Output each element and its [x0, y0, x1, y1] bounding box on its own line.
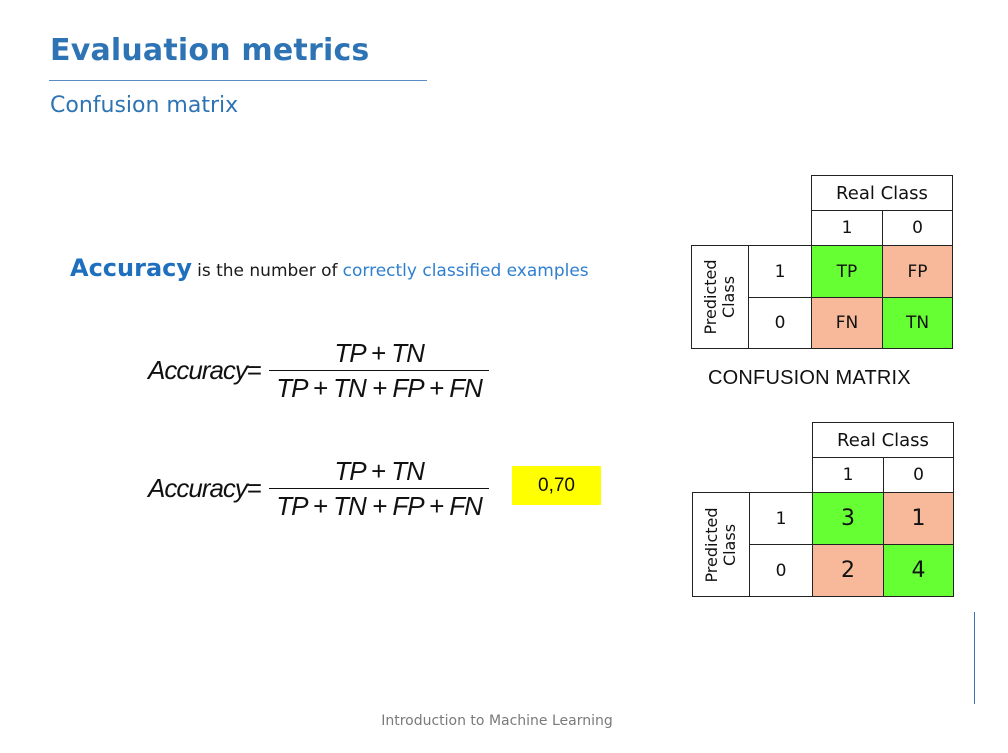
fraction-bar — [269, 370, 490, 371]
cell-tn-value: 4 — [883, 544, 954, 597]
footer-text: Introduction to Machine Learning — [381, 713, 613, 729]
predicted-label-1: 1 — [749, 492, 813, 545]
predicted-label-line2: Class — [719, 275, 738, 319]
slide-footer: Introduction to Machine Learning — [0, 713, 1008, 729]
formula-fraction: TP + TN TP + TN + FP + FN — [269, 456, 490, 521]
fraction-bar — [269, 488, 490, 489]
confusion-matrix-caption: CONFUSION MATRIX — [708, 367, 911, 389]
accuracy-definition: Accuracy is the number of correctly clas… — [70, 254, 589, 282]
definition-text: is the number of — [197, 261, 338, 281]
predicted-label-line1: Predicted — [702, 506, 721, 583]
real-label-0: 0 — [883, 457, 954, 493]
predicted-label-1: 1 — [748, 245, 812, 298]
accuracy-formula-example: Accuracy= TP + TN TP + TN + FP + FN — [148, 456, 490, 521]
predicted-class-label: Predicted Class — [701, 259, 738, 335]
real-label-0: 0 — [882, 210, 953, 246]
cell-tn: TN — [882, 297, 953, 349]
formula-denominator: TP + TN + FP + FN — [276, 373, 483, 403]
definition-term: Accuracy — [70, 254, 193, 282]
predicted-class-label: Predicted Class — [702, 506, 739, 583]
title-underline — [49, 80, 427, 81]
real-class-header: Real Class — [812, 422, 954, 458]
formula-numerator: TP + TN — [334, 338, 425, 368]
predicted-class-header: Predicted Class — [692, 492, 750, 597]
formula-lhs: Accuracy= — [148, 473, 262, 504]
slide-title: Evaluation metrics — [50, 33, 370, 68]
formula-numerator: TP + TN — [334, 456, 425, 486]
slide-subtitle: Confusion matrix — [50, 93, 239, 118]
accuracy-result: 0,70 — [512, 466, 601, 505]
cell-fn: FN — [811, 297, 883, 349]
cell-fp: FP — [882, 245, 953, 298]
formula-lhs: Accuracy= — [148, 355, 262, 386]
real-class-header: Real Class — [811, 175, 953, 211]
predicted-class-header: Predicted Class — [691, 245, 749, 349]
cell-fn-value: 2 — [812, 544, 884, 597]
predicted-label-0: 0 — [748, 297, 812, 349]
formula-fraction: TP + TN TP + TN + FP + FN — [269, 338, 490, 403]
real-label-1: 1 — [811, 210, 883, 246]
cell-fp-value: 1 — [883, 492, 954, 545]
formula-denominator: TP + TN + FP + FN — [276, 491, 483, 521]
formula-lhs-text: Accuracy — [148, 473, 248, 503]
predicted-label-line2: Class — [720, 523, 739, 566]
predicted-label-line1: Predicted — [701, 259, 720, 335]
cell-tp-value: 3 — [812, 492, 884, 545]
formula-equals: = — [246, 473, 262, 503]
cell-tp: TP — [811, 245, 883, 298]
definition-highlight: correctly classified examples — [342, 261, 589, 281]
slide-side-rule — [974, 612, 975, 704]
formula-lhs-text: Accuracy — [148, 355, 248, 385]
formula-equals: = — [246, 355, 262, 385]
accuracy-formula: Accuracy= TP + TN TP + TN + FP + FN — [148, 338, 490, 403]
real-label-1: 1 — [812, 457, 884, 493]
predicted-label-0: 0 — [749, 544, 813, 597]
